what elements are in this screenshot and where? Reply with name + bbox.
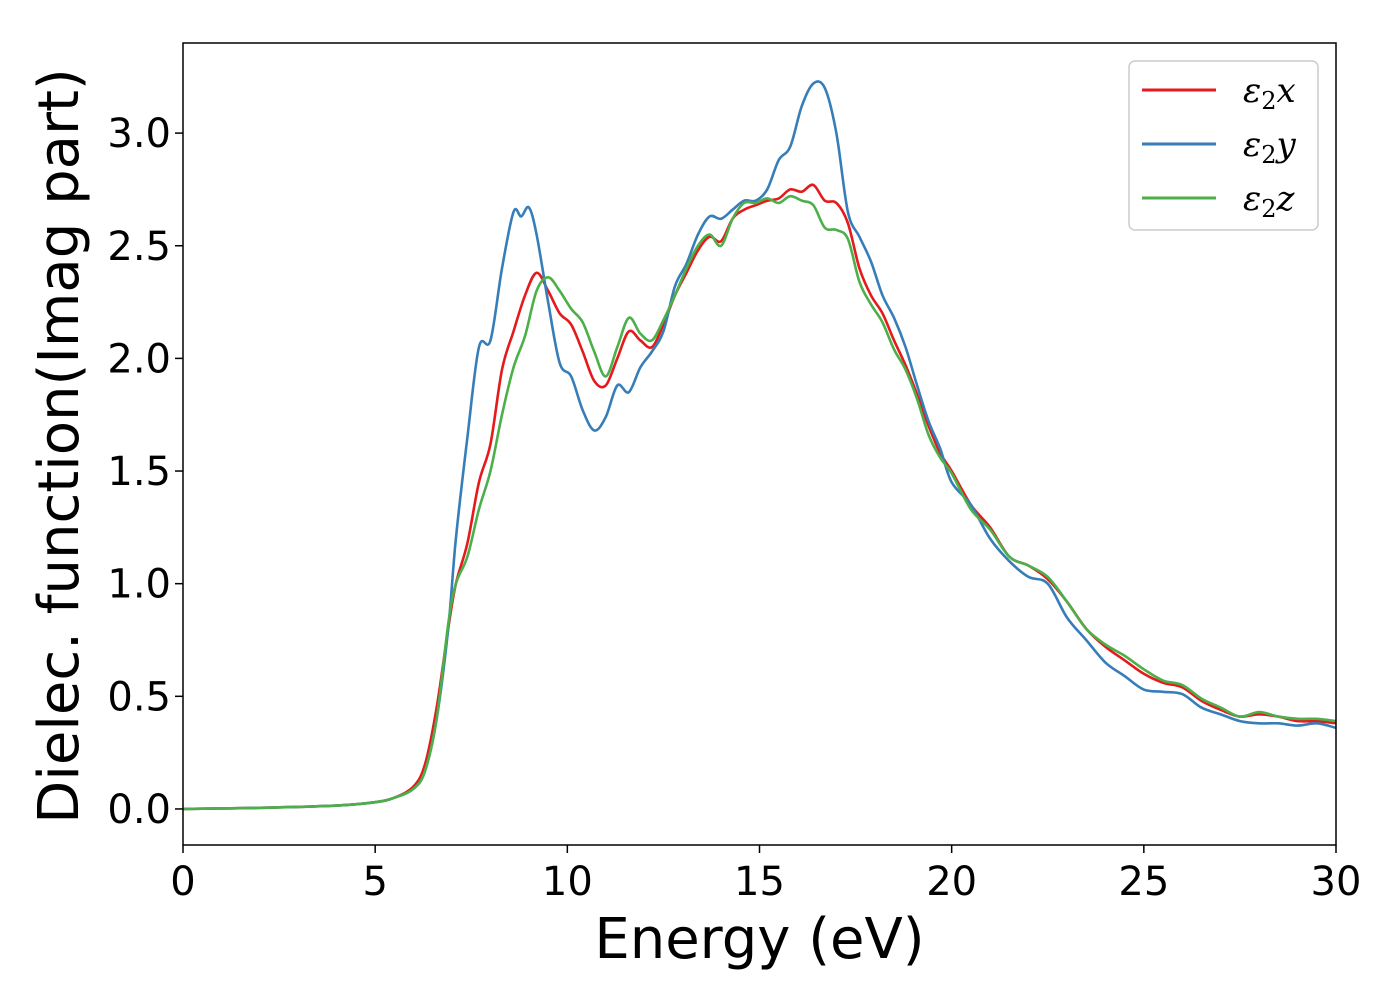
legend-label-z: ε2z xyxy=(1243,179,1296,223)
legend-label-y: ε2y xyxy=(1243,125,1297,169)
x-tick-label: 20 xyxy=(926,859,977,905)
series-line-x xyxy=(183,183,1336,811)
series-line-z xyxy=(183,194,1336,811)
y-tick-label: 1.0 xyxy=(107,562,171,608)
y-tick-label: 0.0 xyxy=(107,787,171,833)
y-tick-label: 2.0 xyxy=(107,336,171,382)
y-tick-label: 1.5 xyxy=(107,449,171,495)
x-tick-label: 25 xyxy=(1118,859,1169,905)
legend-label-x: ε2x xyxy=(1243,71,1296,115)
x-axis-label: Energy (eV) xyxy=(594,907,924,972)
x-tick-label: 0 xyxy=(170,859,195,905)
y-tick-label: 2.5 xyxy=(107,224,171,270)
x-tick-label: 30 xyxy=(1311,859,1362,905)
legend-box xyxy=(1128,60,1319,231)
y-axis-label: Dielec. function(Imag part) xyxy=(27,68,92,824)
x-tick-label: 15 xyxy=(734,859,785,905)
legend: ε2x ε2y ε2z xyxy=(1128,60,1319,231)
y-tick-label: 0.5 xyxy=(107,674,171,720)
x-tick-label: 5 xyxy=(362,859,387,905)
x-tick-label: 10 xyxy=(542,859,593,905)
series-line-y xyxy=(183,80,1336,811)
y-tick-label: 3.0 xyxy=(107,111,171,157)
series-layer xyxy=(183,80,1336,811)
tick-layer: 0 5 10 15 20 25 30 0.0 0.5 1.0 1.5 2.0 2.5 3.0 xyxy=(107,111,1361,905)
